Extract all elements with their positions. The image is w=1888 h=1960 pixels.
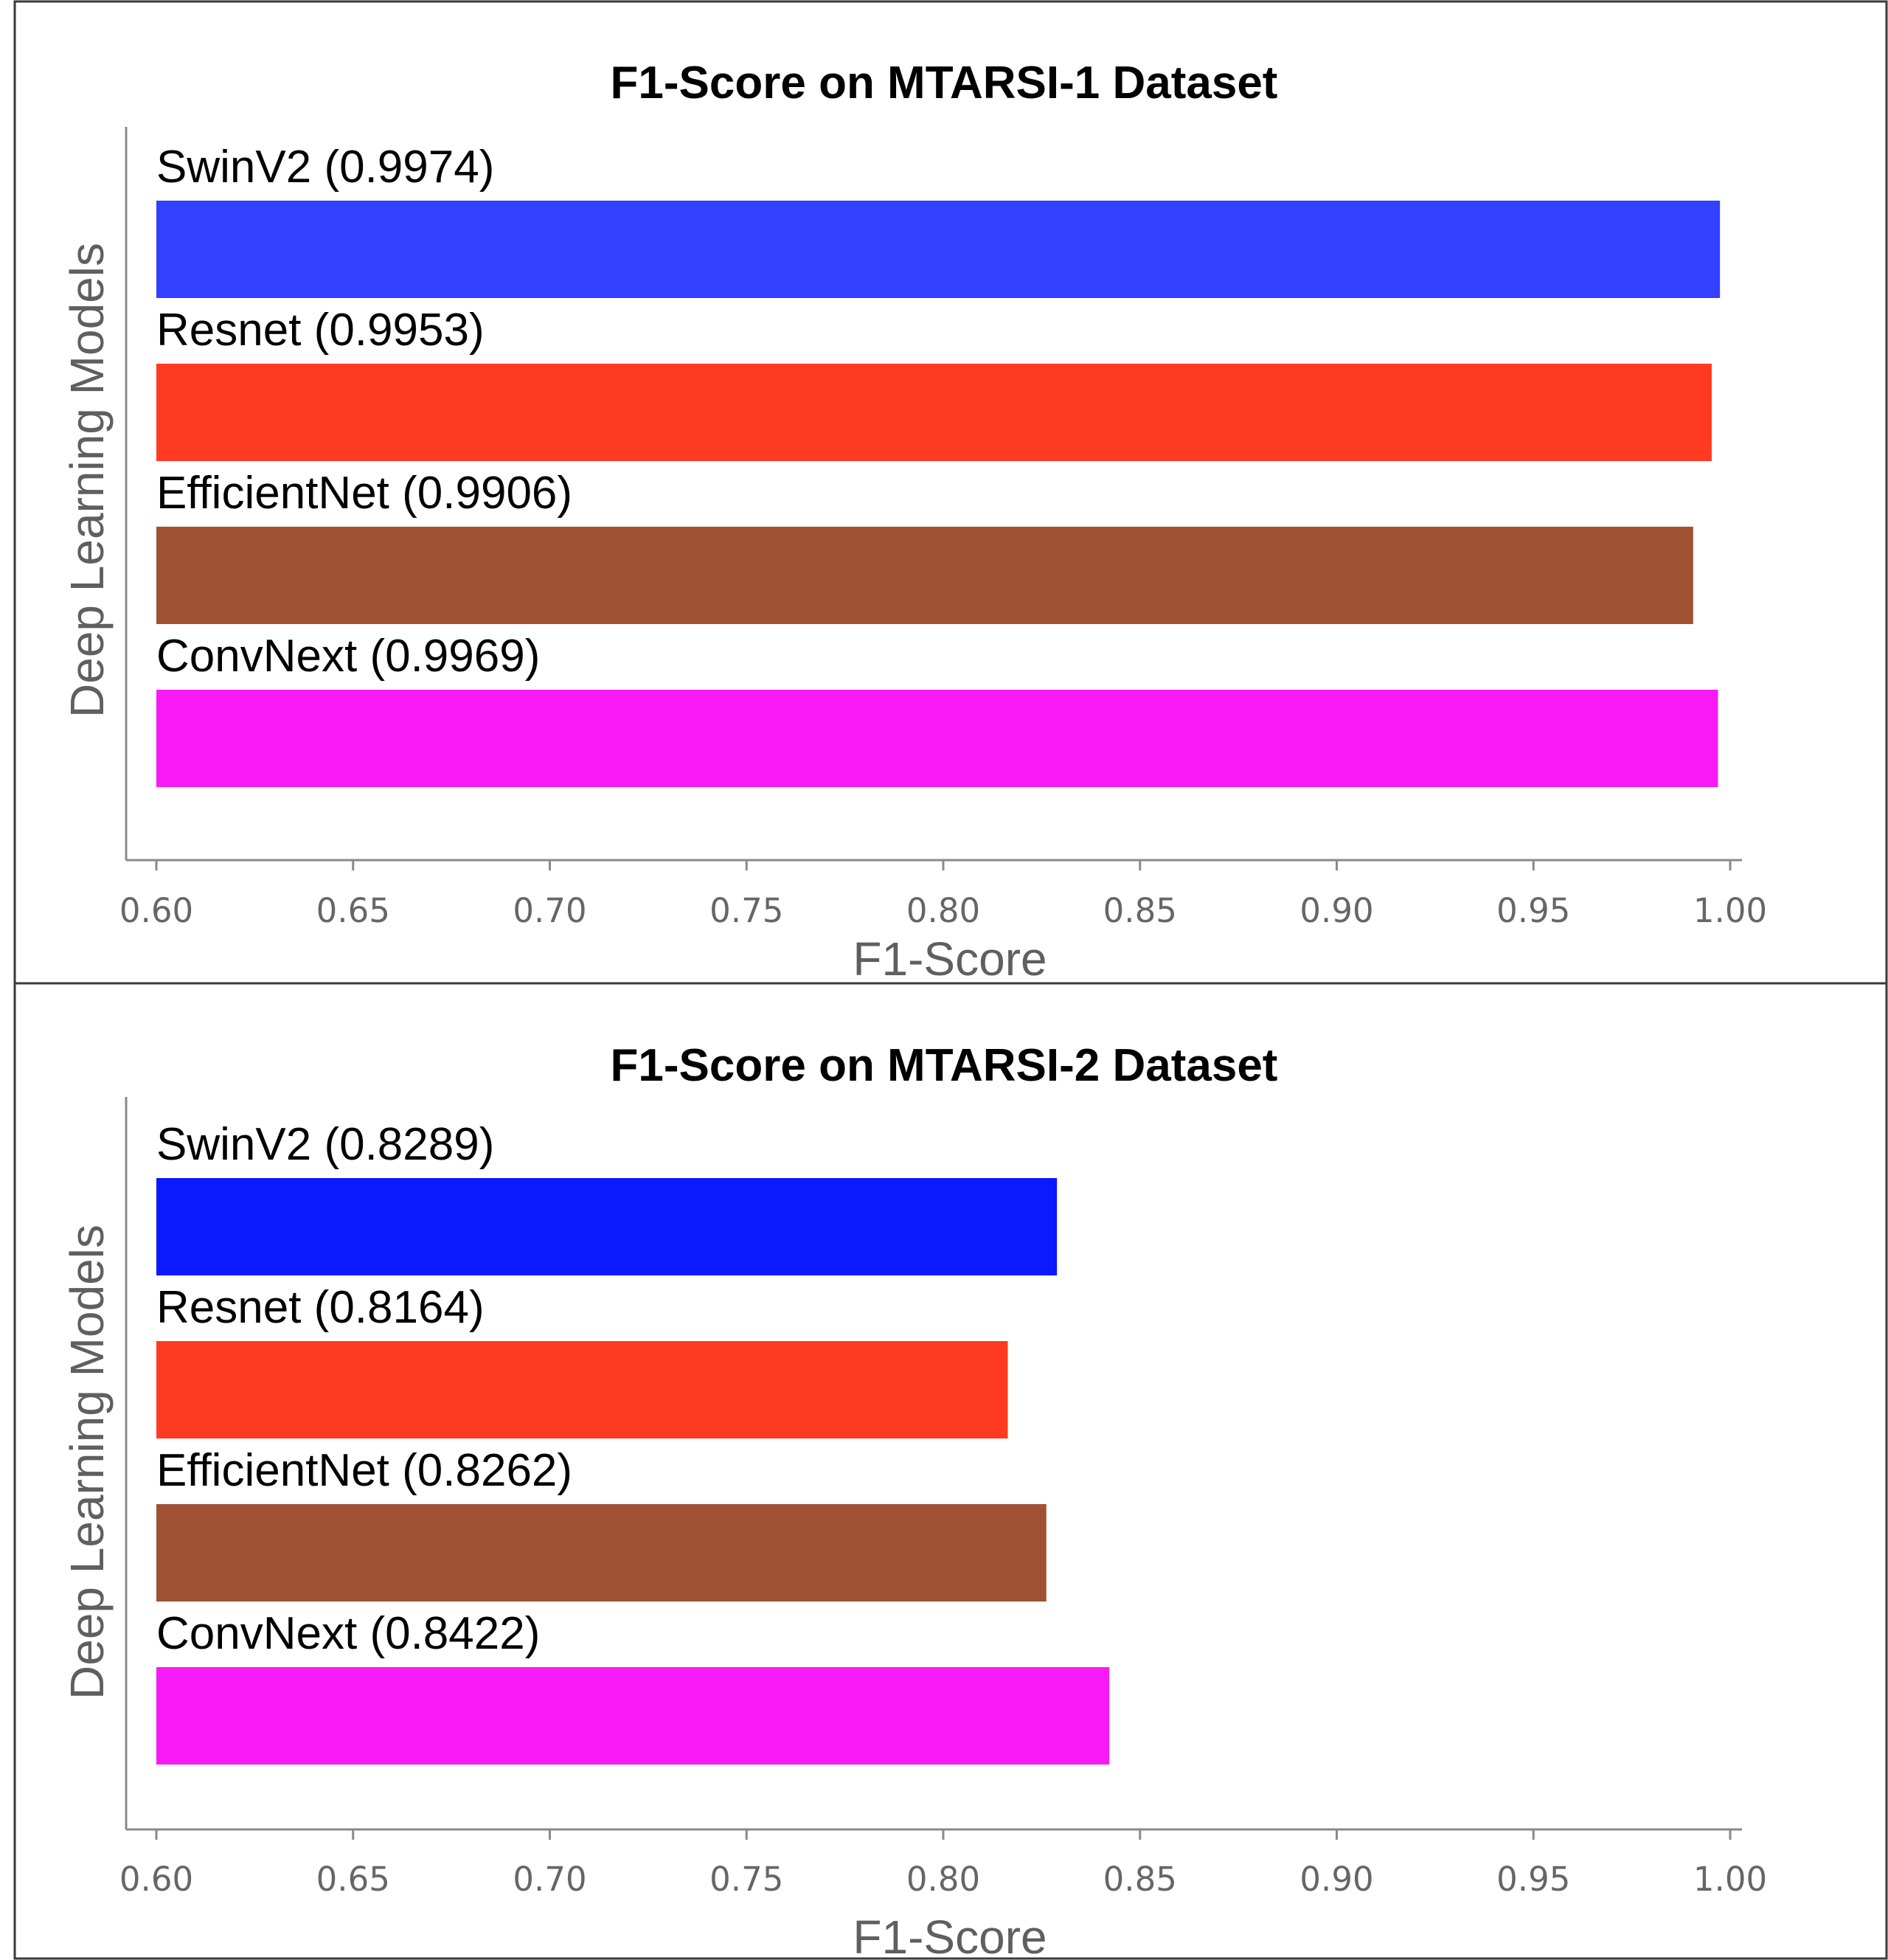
x-ticks: 0.60 0.65 0.70 0.75 0.80 0.85 0.90 0.95 1.00 [119,860,1767,930]
bar-label: Resnet (0.8164) [156,1282,485,1333]
bar-label: EfficientNet (0.8262) [156,1445,572,1496]
x-axis-label: F1-Score [853,932,1047,986]
chart-panel-2: F1-Score on MTARSI-2 Dataset 0.60 0.65 0.7… [13,982,1888,1960]
x-tick-label: 0.65 [316,891,390,930]
bar-label: ConvNext (0.9969) [156,631,540,682]
x-tick-label: 0.85 [1103,1860,1177,1899]
bar-swinv2 [156,1178,1058,1275]
x-tick-label: 0.60 [119,1860,193,1899]
bar-label: SwinV2 (0.9974) [156,142,494,193]
bar-convnext [156,690,1718,787]
panel-border [13,982,1888,1960]
x-tick-label: 0.90 [1299,891,1373,930]
bar-label: EfficientNet (0.9906) [156,468,572,519]
y-axis-label: Deep Learning Models [60,1225,114,1700]
bar-label: ConvNext (0.8422) [156,1608,540,1659]
x-tick-label: 0.80 [906,891,980,930]
bar-resnet [156,364,1712,461]
x-tick-label: 1.00 [1693,891,1767,930]
bar-label: Resnet (0.9953) [156,305,485,356]
bars: SwinV2 (0.9974) Resnet (0.9953) EfficientN… [156,142,1721,787]
bar-label: SwinV2 (0.8289) [156,1119,494,1170]
bars: SwinV2 (0.8289) Resnet (0.8164) EfficientN… [156,1119,1110,1765]
chart-title: F1-Score on MTARSI-2 Dataset [611,1040,1278,1091]
bar-swinv2 [156,201,1721,298]
x-tick-label: 0.65 [316,1860,390,1899]
x-tick-label: 0.70 [513,1860,586,1899]
x-tick-label: 0.90 [1299,1860,1373,1899]
x-tick-label: 1.00 [1693,1860,1767,1899]
bar-efficientnet [156,527,1693,624]
bar-resnet [156,1341,1008,1438]
x-tick-label: 0.75 [709,1860,783,1899]
chart-title: F1-Score on MTARSI-1 Dataset [611,58,1278,108]
x-tick-label: 0.60 [119,891,193,930]
bar-convnext [156,1667,1110,1765]
x-tick-label: 0.95 [1496,891,1570,930]
x-tick-label: 0.85 [1103,891,1177,930]
chart-panel-1: F1-Score on MTARSI-1 Dataset 0.60 0.65 0.7… [13,0,1888,986]
x-tick-label: 0.75 [709,891,783,930]
x-tick-label: 0.80 [906,1860,980,1899]
y-axis-label: Deep Learning Models [60,243,114,718]
x-ticks: 0.60 0.65 0.70 0.75 0.80 0.85 0.90 0.95 1.00 [119,1829,1767,1899]
bar-efficientnet [156,1504,1047,1601]
x-tick-label: 0.70 [513,891,586,930]
x-tick-label: 0.95 [1496,1860,1570,1899]
x-axis-label: F1-Score [853,1911,1047,1960]
